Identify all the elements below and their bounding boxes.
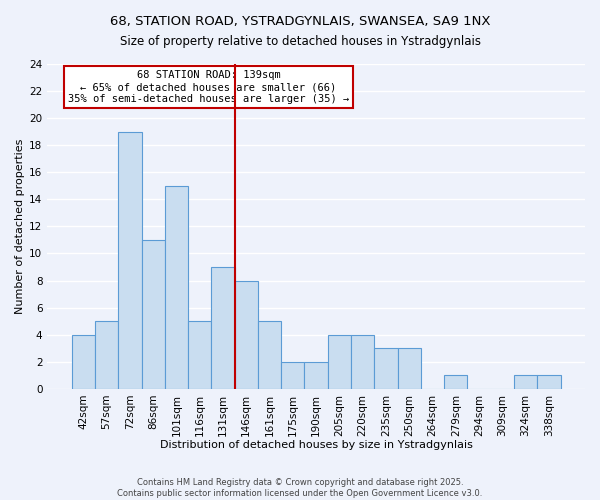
Bar — [398, 348, 421, 389]
Bar — [72, 334, 95, 389]
Bar — [188, 321, 211, 389]
Bar — [165, 186, 188, 389]
Bar — [328, 334, 351, 389]
Bar — [514, 376, 537, 389]
Bar — [374, 348, 398, 389]
Bar — [281, 362, 304, 389]
Text: 68 STATION ROAD: 139sqm
← 65% of detached houses are smaller (66)
35% of semi-de: 68 STATION ROAD: 139sqm ← 65% of detache… — [68, 70, 349, 104]
Bar — [444, 376, 467, 389]
Bar — [304, 362, 328, 389]
Y-axis label: Number of detached properties: Number of detached properties — [15, 138, 25, 314]
X-axis label: Distribution of detached houses by size in Ystradgynlais: Distribution of detached houses by size … — [160, 440, 473, 450]
Bar — [258, 321, 281, 389]
Bar — [537, 376, 560, 389]
Text: 68, STATION ROAD, YSTRADGYNLAIS, SWANSEA, SA9 1NX: 68, STATION ROAD, YSTRADGYNLAIS, SWANSEA… — [110, 15, 490, 28]
Bar — [235, 280, 258, 389]
Bar — [211, 267, 235, 389]
Text: Contains HM Land Registry data © Crown copyright and database right 2025.
Contai: Contains HM Land Registry data © Crown c… — [118, 478, 482, 498]
Text: Size of property relative to detached houses in Ystradgynlais: Size of property relative to detached ho… — [119, 35, 481, 48]
Bar — [95, 321, 118, 389]
Bar — [142, 240, 165, 389]
Bar — [118, 132, 142, 389]
Bar — [351, 334, 374, 389]
